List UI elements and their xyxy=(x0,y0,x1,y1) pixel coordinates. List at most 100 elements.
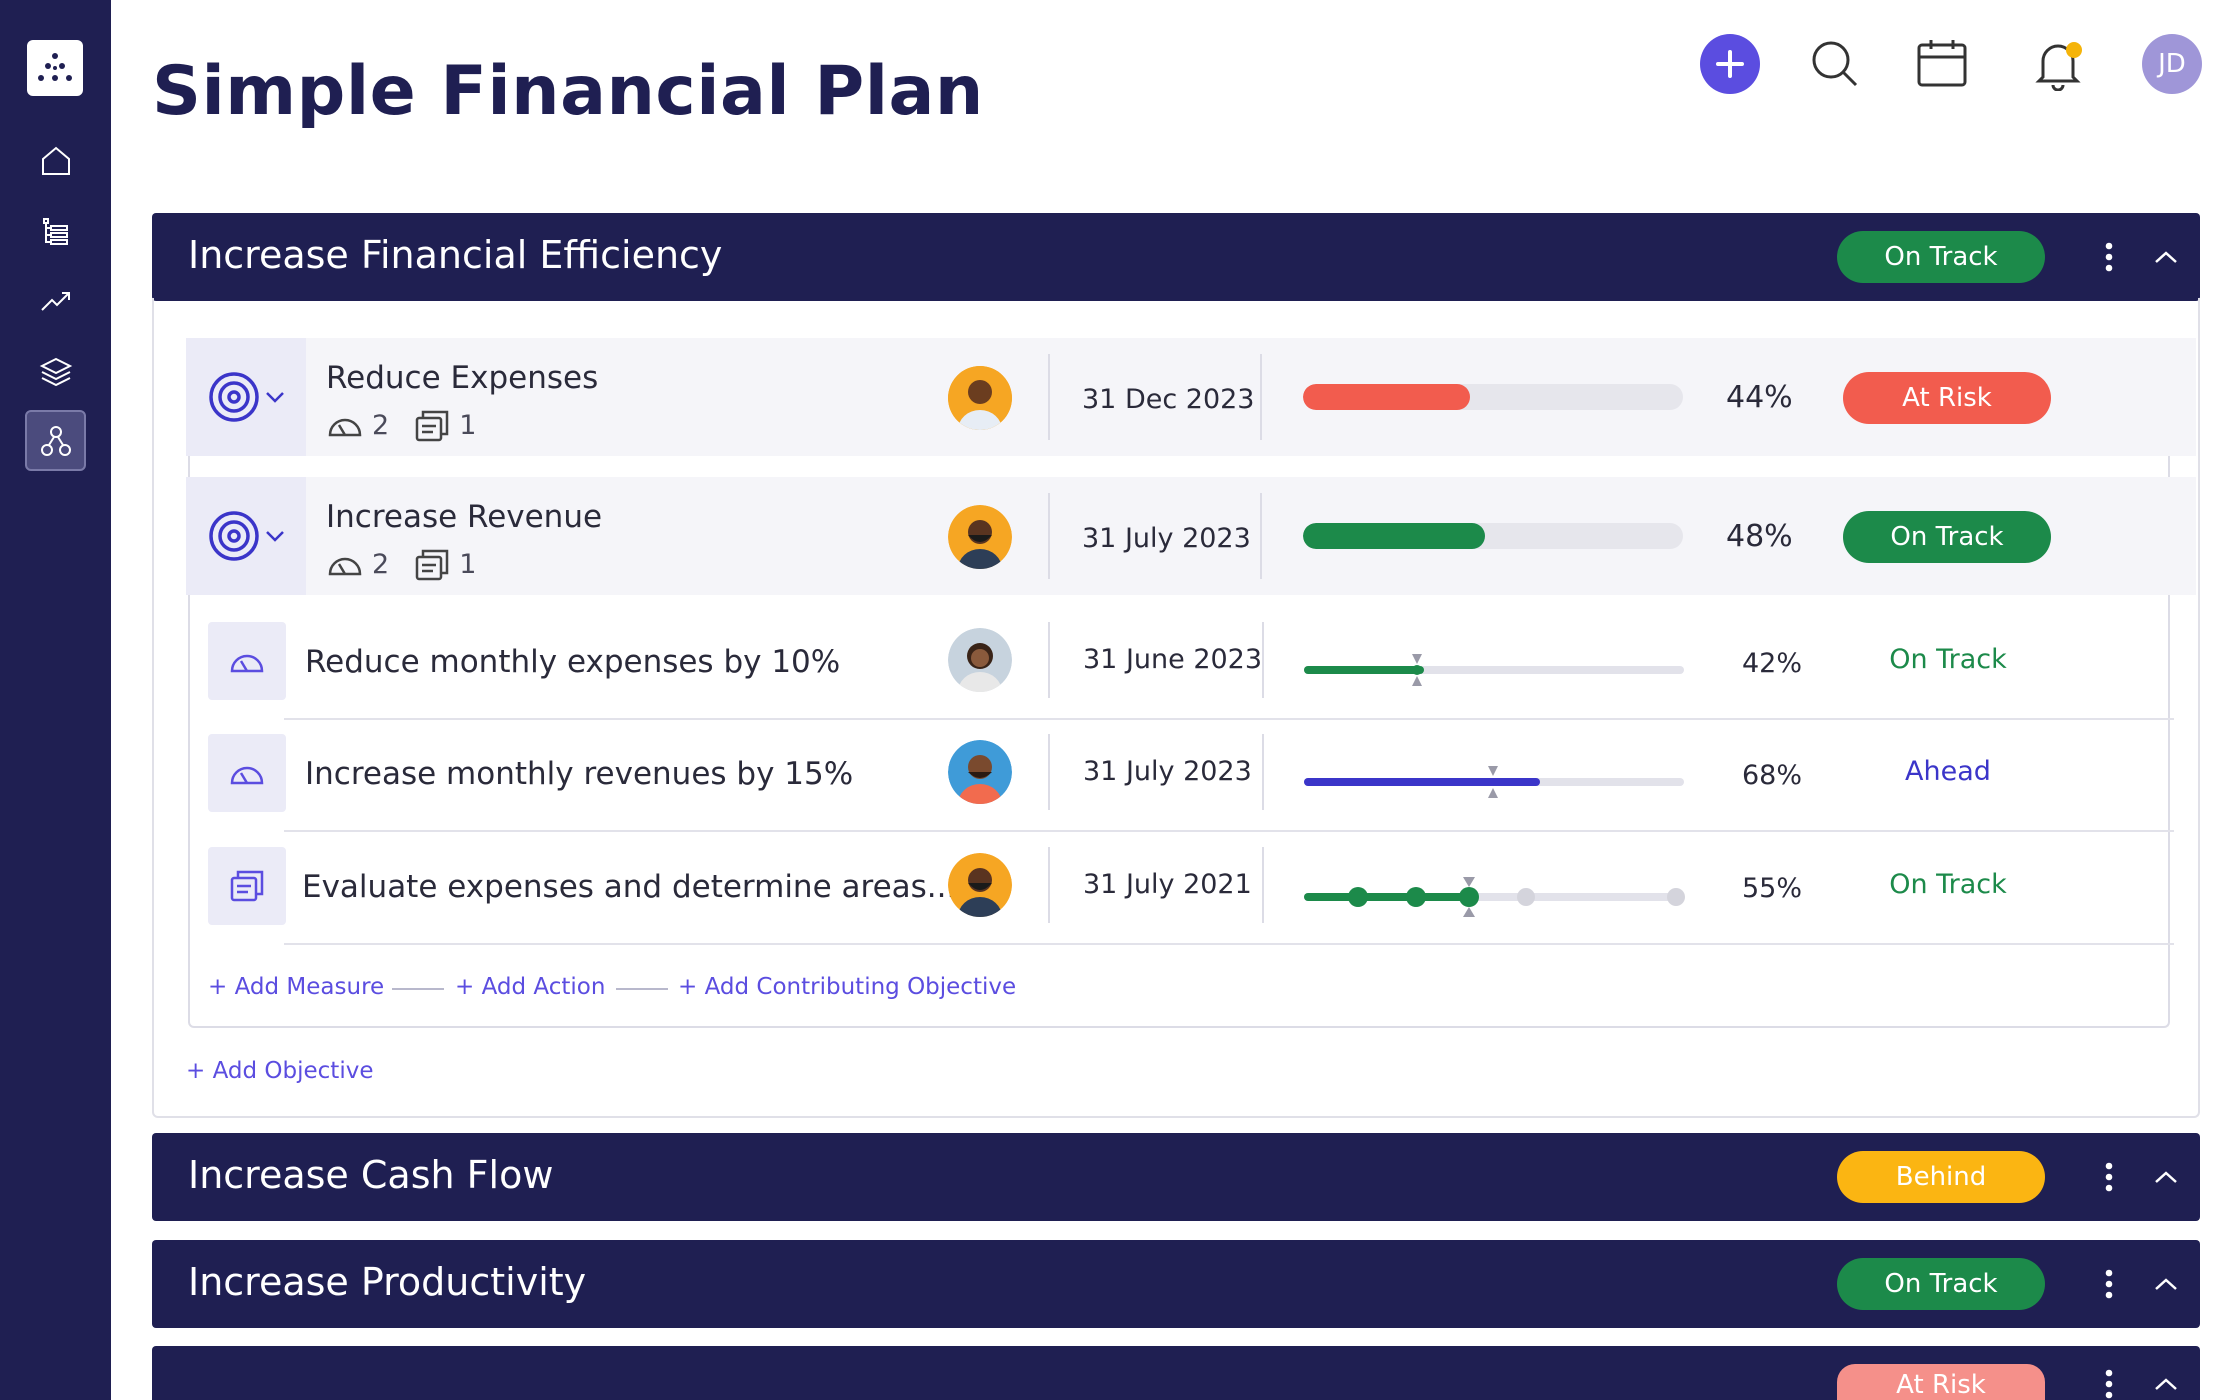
due-date: 31 July 2023 xyxy=(1083,756,1252,787)
progress-percent: 48% xyxy=(1726,519,1793,554)
calendar-icon[interactable] xyxy=(1912,34,1972,94)
document-icon xyxy=(208,847,286,925)
gauge-icon xyxy=(328,418,362,437)
status-badge: On Track xyxy=(1837,1258,2045,1310)
objective-name[interactable]: Reduce Expenses xyxy=(326,360,599,396)
home-icon[interactable] xyxy=(25,130,86,191)
action-count: 1 xyxy=(459,548,477,580)
status-text: Ahead xyxy=(1905,756,1991,787)
add-objective-link[interactable]: + Add Objective xyxy=(186,1058,374,1084)
network-icon[interactable] xyxy=(25,410,86,471)
kebab-icon[interactable] xyxy=(2094,1155,2124,1199)
objective-row[interactable]: Reduce Expenses 2 1 31 Dec 2023 44% At R… xyxy=(186,338,2196,456)
logo-icon[interactable] xyxy=(27,40,83,96)
target-marker xyxy=(1412,654,1422,686)
target-icon xyxy=(209,511,259,561)
row-divider xyxy=(284,943,2174,945)
divider xyxy=(1048,354,1050,440)
measure-name[interactable]: Increase monthly revenues by 15% xyxy=(305,756,854,792)
chevron-up-icon[interactable] xyxy=(2146,1368,2186,1400)
divider xyxy=(1048,622,1050,698)
section-header[interactable]: Increase Cash Flow Behind xyxy=(152,1133,2200,1221)
objective-toggle[interactable] xyxy=(186,477,306,595)
objective-toggle[interactable] xyxy=(186,338,306,456)
layers-icon[interactable] xyxy=(25,340,86,401)
bell-icon[interactable] xyxy=(2028,34,2088,94)
row-divider xyxy=(284,830,2174,832)
chevron-down-icon xyxy=(266,531,284,542)
due-date: 31 July 2023 xyxy=(1082,523,1251,554)
progress-bar xyxy=(1303,523,1683,549)
trend-up-icon[interactable] xyxy=(25,270,86,331)
chevron-up-icon[interactable] xyxy=(2146,237,2186,277)
status-text: On Track xyxy=(1889,644,2007,675)
section-title: Increase Financial Efficiency xyxy=(188,233,723,277)
status-badge: On Track xyxy=(1837,231,2045,283)
sidebar xyxy=(0,0,111,1400)
divider xyxy=(1048,734,1050,810)
action-row[interactable]: Evaluate expenses and determine areas...… xyxy=(186,829,2176,941)
action-count: 1 xyxy=(459,409,477,441)
progress-track xyxy=(1304,666,1684,674)
progress-fill xyxy=(1304,666,1424,674)
status-badge: On Track xyxy=(1843,511,2051,563)
list-tree-icon[interactable] xyxy=(25,200,86,261)
document-icon xyxy=(415,410,449,442)
progress-fill xyxy=(1304,778,1540,786)
avatar xyxy=(948,366,1012,430)
divider xyxy=(1260,493,1262,579)
section-header[interactable]: Increase Financial Efficiency On Track xyxy=(152,213,2200,301)
gauge-icon xyxy=(328,557,362,576)
due-date: 31 June 2023 xyxy=(1083,644,1263,675)
chevron-up-icon[interactable] xyxy=(2146,1157,2186,1197)
gauge-icon xyxy=(208,622,286,700)
avatar xyxy=(948,505,1012,569)
milestone-track xyxy=(1348,877,1685,917)
document-icon xyxy=(415,549,449,581)
chevron-up-icon[interactable] xyxy=(2146,1264,2186,1304)
target-icon xyxy=(209,372,259,422)
section-header[interactable]: At Risk xyxy=(152,1346,2200,1400)
add-measure-link[interactable]: + Add Measure xyxy=(208,974,385,1000)
kebab-icon[interactable] xyxy=(2094,235,2124,279)
divider xyxy=(1048,493,1050,579)
search-icon[interactable] xyxy=(1805,34,1865,94)
progress-percent: 55% xyxy=(1742,873,1803,904)
status-badge: At Risk xyxy=(1837,1364,2045,1400)
objective-name[interactable]: Increase Revenue xyxy=(326,499,603,535)
add-contributing-objective-link[interactable]: + Add Contributing Objective xyxy=(678,974,1017,1000)
link-separator xyxy=(392,988,444,990)
plus-icon[interactable] xyxy=(1700,34,1760,94)
notification-dot xyxy=(2066,42,2082,58)
status-text: On Track xyxy=(1889,869,2007,900)
status-badge: Behind xyxy=(1837,1151,2045,1203)
measure-row[interactable]: Increase monthly revenues by 15% 31 July… xyxy=(186,716,2176,828)
progress-fill xyxy=(1303,523,1486,549)
measure-name[interactable]: Reduce monthly expenses by 10% xyxy=(305,644,841,680)
progress-bar xyxy=(1303,384,1683,410)
page-title: Simple Financial Plan xyxy=(152,52,984,131)
user-avatar[interactable]: JD xyxy=(2142,34,2202,94)
progress-track xyxy=(1304,893,1684,901)
kebab-icon[interactable] xyxy=(2094,1262,2124,1306)
due-date: 31 Dec 2023 xyxy=(1082,384,1255,415)
section-title: Increase Cash Flow xyxy=(188,1153,554,1197)
objective-meta: 2 1 xyxy=(326,408,476,442)
progress-percent: 42% xyxy=(1742,648,1803,679)
link-separator xyxy=(616,988,668,990)
progress-fill xyxy=(1303,384,1471,410)
gauge-icon xyxy=(208,734,286,812)
objective-group xyxy=(188,338,2170,1028)
progress-fill xyxy=(1304,893,1476,901)
objective-meta: 2 1 xyxy=(326,547,476,581)
add-action-link[interactable]: + Add Action xyxy=(455,974,606,1000)
kebab-icon[interactable] xyxy=(2094,1368,2124,1400)
divider xyxy=(1262,622,1264,698)
section-header[interactable]: Increase Productivity On Track xyxy=(152,1240,2200,1328)
measure-count: 2 xyxy=(372,409,390,441)
status-badge: At Risk xyxy=(1843,372,2051,424)
action-name[interactable]: Evaluate expenses and determine areas... xyxy=(302,869,957,905)
measure-row[interactable]: Reduce monthly expenses by 10% 31 June 2… xyxy=(186,604,2176,716)
progress-percent: 44% xyxy=(1726,380,1793,415)
objective-row[interactable]: Increase Revenue 2 1 31 July 2023 48% On… xyxy=(186,477,2196,595)
